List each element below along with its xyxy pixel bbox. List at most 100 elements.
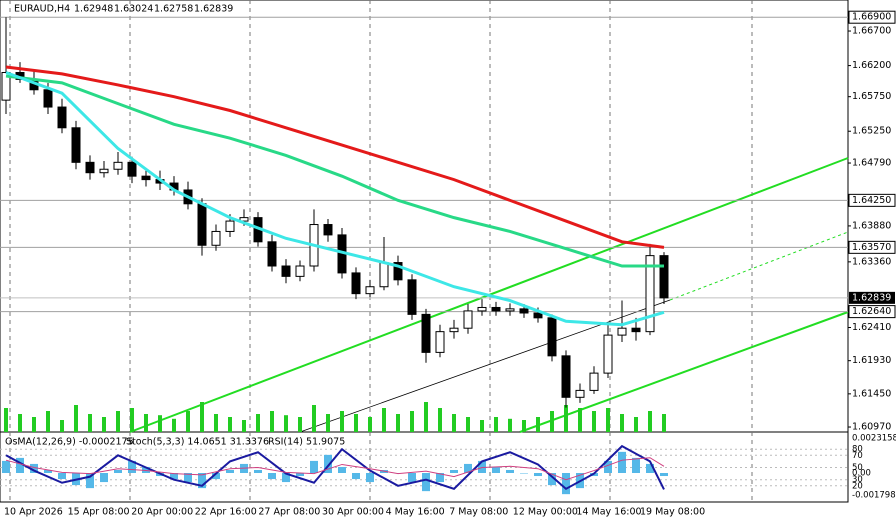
header-high: 1.63024 xyxy=(114,4,153,15)
candle-body xyxy=(71,127,81,163)
volume-bar xyxy=(32,417,36,432)
y-tick-label: 1.65750 xyxy=(852,91,891,102)
x-tick-label: 22 Apr 16:00 xyxy=(195,507,257,518)
osma-bar xyxy=(44,469,52,473)
osma-bar xyxy=(520,473,528,474)
osma-bar xyxy=(184,473,192,483)
osma-bar xyxy=(86,473,94,489)
level-label: 1.63570 xyxy=(852,242,891,253)
price-panel xyxy=(0,0,849,433)
volume-bar xyxy=(550,411,554,432)
candle-body xyxy=(617,327,627,336)
header-low: 1.62758 xyxy=(154,4,193,15)
volume-bar xyxy=(634,417,638,432)
osma-bar xyxy=(268,473,276,480)
osma-bar xyxy=(562,473,570,495)
candle-body xyxy=(589,372,599,391)
candle-body xyxy=(449,327,459,333)
y-tick-label: 1.62410 xyxy=(852,322,891,333)
candle-body xyxy=(407,279,417,315)
volume-bar xyxy=(172,418,176,432)
y-tick-label: 1.60970 xyxy=(852,422,891,433)
osma-bar xyxy=(632,457,640,473)
volume-bar xyxy=(340,411,344,432)
osma-tick-label: 0.00 xyxy=(852,469,871,479)
volume-bar xyxy=(662,414,666,432)
volume-bar xyxy=(298,417,302,432)
osma-tick-label: 0.0023158 xyxy=(852,434,896,444)
candle-body xyxy=(547,317,557,357)
volume-bar xyxy=(270,411,274,432)
volume-bar xyxy=(536,417,540,432)
candle-body xyxy=(295,265,305,277)
osc-tick-label: 50 xyxy=(852,463,863,473)
candle-body xyxy=(631,327,641,333)
volume-bar xyxy=(116,411,120,432)
candle-body xyxy=(435,331,445,353)
volume-bar xyxy=(620,414,624,432)
series-layer xyxy=(0,16,848,432)
candle-body xyxy=(113,161,123,170)
candle-body xyxy=(43,89,53,108)
candle-body xyxy=(267,241,277,267)
candle-body xyxy=(477,306,487,312)
moving-average xyxy=(5,71,665,327)
x-tick-label: 15 Apr 08:00 xyxy=(68,507,130,518)
osma-bar xyxy=(436,473,444,483)
osma-bar xyxy=(296,473,304,477)
osma-bar xyxy=(100,473,108,483)
y-tick-label: 1.65250 xyxy=(852,126,891,137)
moving-average xyxy=(5,74,664,268)
volume-bar xyxy=(354,414,358,432)
candle-body xyxy=(141,175,151,181)
volume-bar xyxy=(382,408,386,432)
stoch-line xyxy=(5,444,665,491)
x-tick-label: 20 Apr 00:00 xyxy=(131,507,193,518)
osma-bar xyxy=(492,466,500,473)
volume-bar xyxy=(18,414,22,432)
osma-label: OsMA(12,26,9) -0.0002175 xyxy=(5,437,134,448)
candle-body xyxy=(225,220,235,232)
volume-bar xyxy=(368,417,372,432)
candle-body xyxy=(197,203,207,246)
osma-bar xyxy=(30,463,38,473)
osma-bar xyxy=(646,463,654,473)
volume-bar xyxy=(480,420,484,432)
x-tick-label: 30 Apr 00:00 xyxy=(322,507,384,518)
candle-body xyxy=(421,313,431,353)
moving-average xyxy=(5,65,665,249)
osma-bar xyxy=(58,473,66,480)
candle-body xyxy=(99,168,109,174)
candle-body xyxy=(533,312,543,319)
volume-bar xyxy=(4,408,8,432)
x-tick-label: 19 May 08:00 xyxy=(640,507,705,518)
osma-bar xyxy=(464,463,472,473)
volume-bar xyxy=(130,408,134,432)
level-label: 1.62640 xyxy=(852,306,891,317)
volume-bar xyxy=(592,411,596,432)
level-label: 1.66900 xyxy=(852,12,891,23)
candle-body xyxy=(645,255,655,333)
volume-bar xyxy=(522,420,526,432)
y-tick-label: 1.66700 xyxy=(852,26,891,37)
volume-bar xyxy=(256,414,260,432)
volume-bar xyxy=(102,417,106,432)
candle-body xyxy=(57,106,67,129)
osma-bar xyxy=(226,469,234,473)
volume-bar xyxy=(494,417,498,432)
candle-body xyxy=(379,262,389,288)
volume-bar xyxy=(242,420,246,432)
x-tick-label: 4 May 16:00 xyxy=(386,507,445,518)
level-box xyxy=(848,240,896,254)
current-price-label: 1.62839 xyxy=(852,292,891,303)
candle-body xyxy=(281,265,291,277)
volume-bar xyxy=(46,411,50,432)
y-tick-label: 1.63880 xyxy=(852,220,891,231)
candle-body xyxy=(351,272,361,295)
osma-bar xyxy=(16,457,24,473)
volume-bar xyxy=(186,411,190,432)
osma-bar xyxy=(408,473,416,483)
candle-body xyxy=(575,389,585,398)
osma-bar xyxy=(450,469,458,473)
candle-body xyxy=(505,308,515,312)
